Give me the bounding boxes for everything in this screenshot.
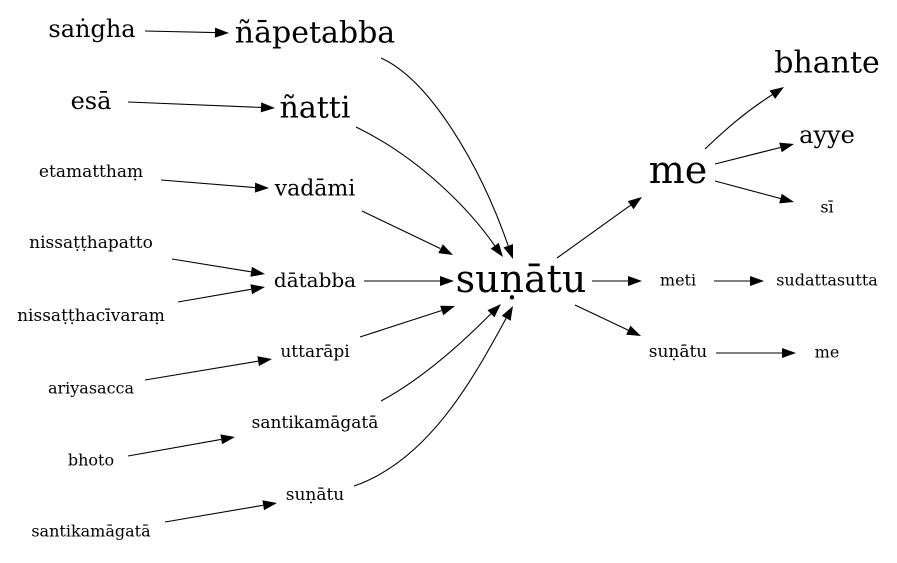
edges — [127, 27, 796, 523]
node-nissatthacivaram: nissaṭṭhacīvaraṃ — [17, 306, 165, 326]
node-bhoto: bhoto — [68, 451, 114, 470]
arrowhead — [487, 304, 501, 318]
node-meti: meti — [660, 271, 696, 290]
edge-ariyasacca-to-uttarapi — [144, 356, 272, 381]
edge-natti-to-sunatu_main — [355, 126, 503, 257]
edge-line — [359, 309, 442, 338]
arrowhead — [779, 193, 794, 204]
edge-line — [353, 317, 507, 487]
arrowhead — [440, 305, 455, 316]
node-ariyasacca: ariyasacca — [48, 379, 135, 398]
arrowhead — [250, 266, 265, 277]
node-uttarapi: uttarāpi — [280, 342, 350, 362]
arrowhead — [501, 306, 513, 321]
edge-line — [714, 146, 781, 165]
edge-line — [574, 304, 629, 331]
arrowhead — [438, 244, 453, 255]
node-etamatthamm: etamatthaṃ — [39, 162, 143, 182]
arrowhead — [257, 356, 272, 367]
edge-line — [177, 288, 252, 303]
edge-databba-to-sunatu_main — [364, 276, 454, 286]
arrowhead — [750, 276, 764, 286]
arrowhead — [626, 325, 641, 336]
edge-line — [380, 313, 492, 402]
node-bhante: bhante — [774, 46, 880, 81]
arrowhead — [260, 102, 275, 113]
edge-nissatthacivaram-to-databba — [177, 284, 265, 303]
edge-esa-to-natti — [127, 101, 275, 113]
nodes: saṅgha ñāpetabba esā ñatti etamatthaṃ vadāmi n… — [17, 15, 880, 541]
node-ayye: ayye — [799, 121, 855, 149]
arrowhead — [782, 348, 796, 358]
node-santikamagata1: santikamāgatā — [252, 413, 379, 433]
arrowhead — [779, 142, 794, 153]
edge-sunatu_main-to-me_big — [556, 197, 642, 259]
edge-line — [127, 101, 262, 108]
edge-line — [144, 360, 259, 381]
edge-etamatthamm-to-vadami — [160, 179, 269, 193]
node-sunatu_small: suṇātu — [286, 485, 345, 505]
edge-vadami-to-sunatu_main — [361, 210, 453, 255]
node-santikamagata2: santikamāgatā — [31, 522, 151, 541]
node-sudattasutta: sudattasutta — [776, 271, 878, 290]
node-natti: ñatti — [280, 91, 351, 126]
edge-sunatu_main-to-meti — [592, 276, 642, 286]
edge-me_big-to-bhante — [704, 87, 784, 150]
edge-uttarapi-to-sunatu_main — [359, 305, 455, 338]
edge-line — [714, 180, 781, 200]
edge-line — [355, 126, 496, 247]
arrowhead — [503, 244, 513, 259]
node-si: sī — [820, 198, 833, 217]
arrowhead — [262, 500, 277, 511]
edge-line — [171, 258, 252, 273]
edge-sunatu_right-to-me_small — [716, 348, 796, 358]
node-vadami: vadāmi — [274, 177, 356, 202]
node-databba: dātabba — [274, 268, 356, 292]
edge-bhoto-to-santikamagata1 — [127, 434, 235, 457]
node-sangha: saṅgha — [48, 15, 135, 43]
arrowhead — [250, 284, 265, 295]
node-napetabba: ñāpetabba — [235, 16, 396, 51]
edge-line — [380, 57, 509, 246]
arrowhead — [628, 276, 642, 286]
arrowhead — [220, 434, 235, 445]
edge-me_big-to-ayye — [714, 142, 794, 165]
edge-nissatthapatto-to-databba — [171, 258, 265, 277]
edge-line — [704, 94, 773, 150]
node-nissatthapatto: nissaṭṭhapatto — [29, 233, 153, 253]
edge-santikamagata2-to-sunatu_small — [164, 500, 277, 523]
arrowhead — [254, 182, 269, 193]
arrowhead — [627, 197, 642, 210]
edge-line — [160, 179, 256, 189]
edge-line — [556, 204, 631, 259]
edge-sunatu_main-to-sunatu_right — [574, 304, 641, 336]
arrowhead — [769, 87, 784, 99]
edge-santikamagata1-to-sunatu_main — [380, 304, 501, 402]
node-me_small: me — [815, 343, 840, 362]
arrowhead — [440, 276, 454, 286]
arrowhead — [490, 242, 503, 257]
edge-line — [144, 30, 216, 34]
arrowhead — [214, 27, 229, 38]
edge-line — [127, 438, 222, 457]
edge-line — [164, 504, 264, 523]
edge-me_big-to-si — [714, 180, 794, 204]
node-me_big: me — [649, 148, 708, 192]
edge-sangha-to-napetabba — [144, 27, 229, 38]
node-sunatu_main: suṇātu — [456, 257, 587, 301]
edge-sunatu_small-to-sunatu_main — [353, 306, 513, 487]
edge-line — [361, 210, 441, 249]
node-esa: esā — [71, 87, 112, 115]
edge-napetabba-to-sunatu_main — [380, 57, 513, 259]
node-sunatu_right: suṇātu — [649, 342, 708, 362]
edge-meti-to-sudattasutta — [714, 276, 764, 286]
